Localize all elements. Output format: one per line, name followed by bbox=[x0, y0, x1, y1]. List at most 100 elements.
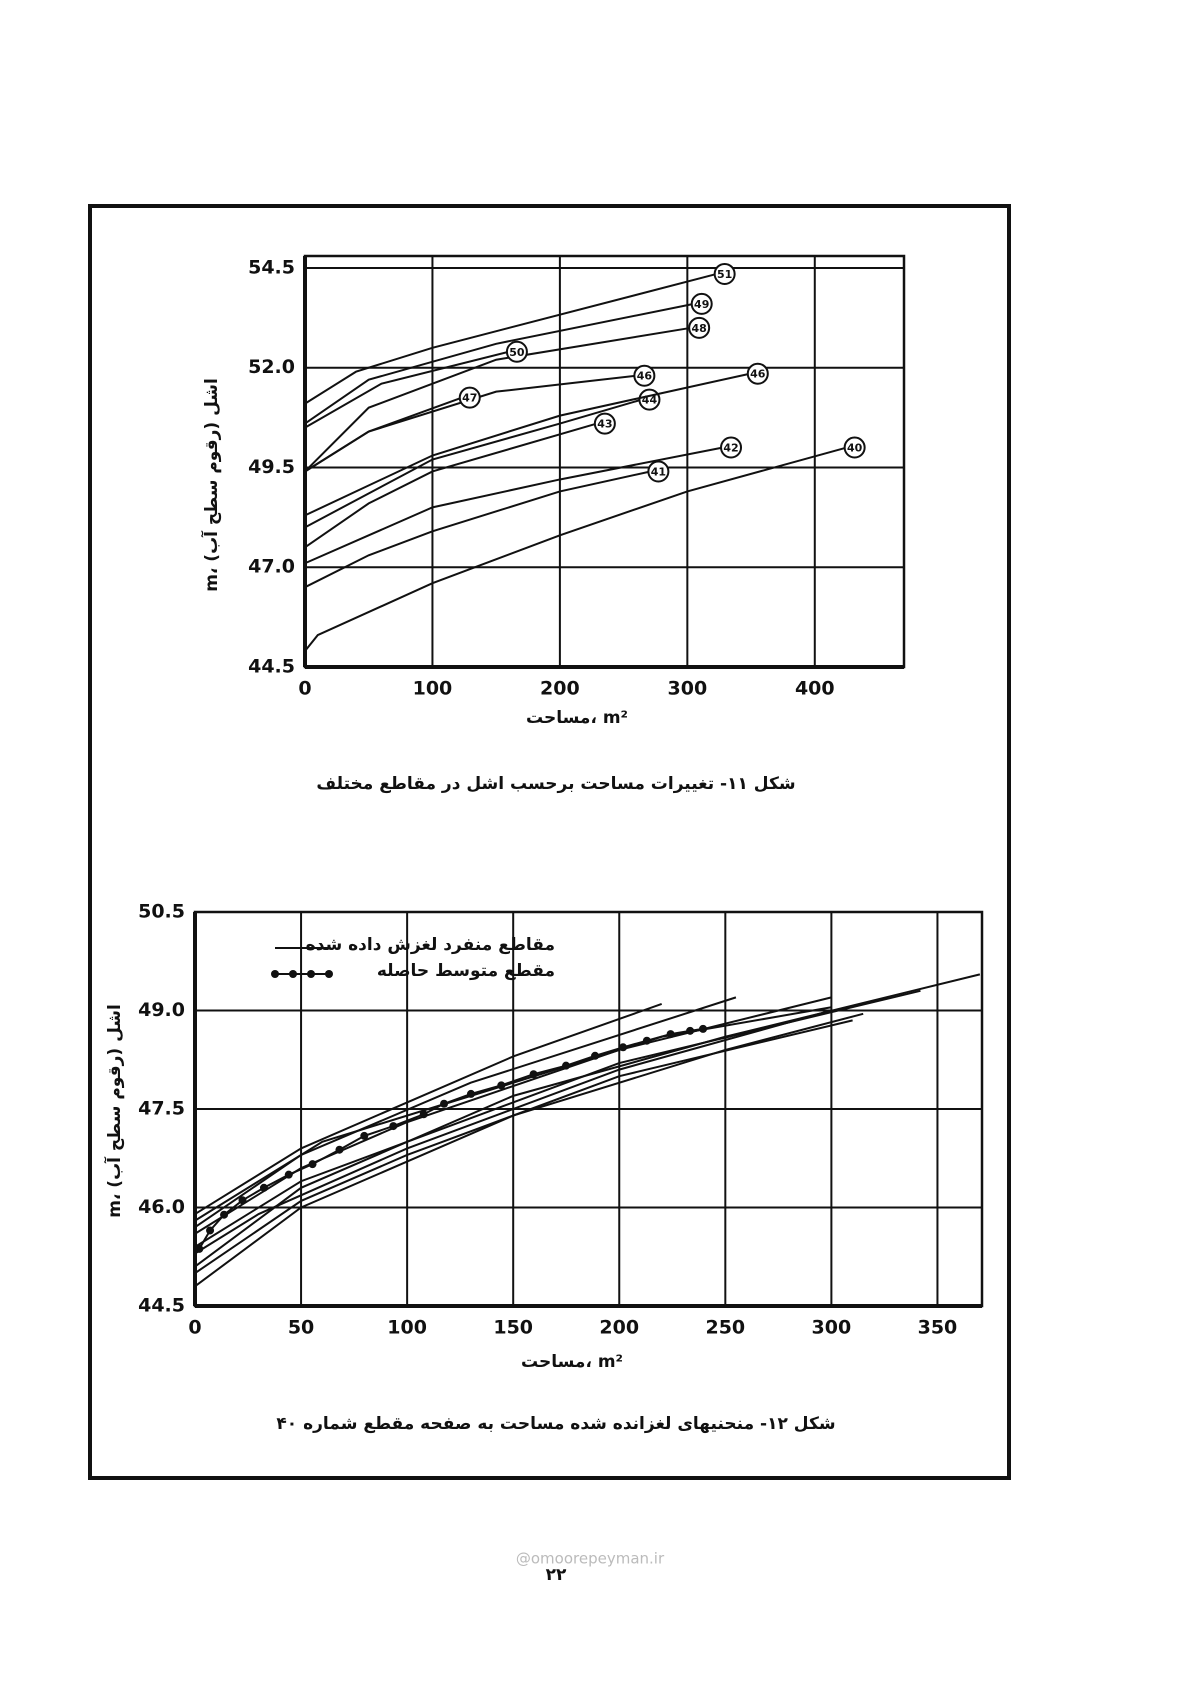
line-label-circle bbox=[633, 364, 656, 387]
data-point bbox=[360, 1131, 369, 1140]
line-label-circle bbox=[647, 460, 670, 483]
x-tick-label: 300 bbox=[668, 678, 708, 700]
data-point bbox=[206, 1226, 215, 1235]
data-point bbox=[466, 1089, 475, 1098]
chart-title: شکل ۱۲- منحنیهای لغزانده شده مساحت به صف… bbox=[276, 1414, 835, 1434]
chart-title: شکل ۱۱- تغییرات مساحت برحسب اشل در مقاطع… bbox=[316, 774, 795, 794]
data-line bbox=[194, 1002, 663, 1215]
y-tick-label: 50.5 bbox=[138, 901, 185, 923]
legend-label: مقطع متوسط حاصله bbox=[377, 961, 555, 981]
x-tick-label: 250 bbox=[705, 1317, 745, 1339]
data-line bbox=[304, 396, 463, 473]
data-line bbox=[304, 398, 642, 529]
data-line bbox=[304, 446, 724, 565]
x-tick-label: 100 bbox=[387, 1317, 427, 1339]
page-number: ۲۲ bbox=[546, 1565, 567, 1585]
line-label: 46 bbox=[637, 370, 653, 383]
legend-marker bbox=[289, 970, 297, 978]
data-point bbox=[440, 1099, 449, 1108]
y-tick-label: 49.0 bbox=[138, 999, 185, 1021]
data-line bbox=[194, 1012, 864, 1288]
x-tick-label: 200 bbox=[540, 678, 580, 700]
y-tick-label: 46.0 bbox=[138, 1196, 185, 1218]
data-point bbox=[419, 1110, 428, 1119]
data-line bbox=[304, 422, 598, 549]
x-tick-label: 0 bbox=[298, 678, 311, 700]
data-point bbox=[497, 1081, 506, 1090]
data-line bbox=[304, 350, 510, 429]
y-tick-label: 47.0 bbox=[248, 556, 295, 578]
y-axis-label: m، اشل (رقوم سطح آب) bbox=[103, 1004, 125, 1218]
data-line bbox=[198, 1027, 704, 1250]
x-tick-label: 0 bbox=[188, 1317, 201, 1339]
data-line bbox=[194, 996, 737, 1229]
page-frame bbox=[88, 204, 1011, 1480]
data-point bbox=[529, 1070, 538, 1079]
data-point bbox=[699, 1024, 708, 1033]
data-line bbox=[194, 1009, 832, 1255]
line-label-circle bbox=[505, 340, 528, 363]
legend-marker bbox=[325, 970, 333, 978]
x-tick-label: 100 bbox=[413, 678, 453, 700]
y-tick-label: 44.5 bbox=[248, 656, 295, 678]
data-line bbox=[304, 302, 694, 425]
x-axis-label: مساحت، m² bbox=[526, 708, 628, 728]
data-point bbox=[562, 1061, 571, 1070]
line-label-circle bbox=[843, 436, 866, 459]
x-tick-label: 50 bbox=[288, 1317, 314, 1339]
x-tick-label: 400 bbox=[795, 678, 835, 700]
data-point bbox=[389, 1122, 398, 1131]
line-label-circle bbox=[746, 362, 769, 385]
y-axis-label: m، اشل (رقوم سطح آب) bbox=[200, 378, 222, 592]
watermark: @omoorepeyman.ir bbox=[516, 1550, 665, 1568]
line-label-circle bbox=[458, 386, 481, 409]
line-label-circle bbox=[720, 436, 743, 459]
data-line bbox=[304, 272, 717, 405]
data-point bbox=[220, 1210, 229, 1219]
x-tick-label: 150 bbox=[493, 1317, 533, 1339]
line-label: 41 bbox=[651, 465, 666, 478]
data-point bbox=[195, 1244, 204, 1253]
line-label-circle bbox=[593, 412, 616, 435]
line-label: 46 bbox=[750, 368, 766, 381]
data-point bbox=[238, 1196, 247, 1205]
line-label: 43 bbox=[597, 418, 612, 431]
legend-marker bbox=[307, 970, 315, 978]
x-tick-label: 200 bbox=[599, 1317, 639, 1339]
data-line bbox=[304, 372, 751, 517]
line-label: 42 bbox=[723, 442, 738, 455]
data-point bbox=[591, 1051, 600, 1060]
x-axis-label: مساحت، m² bbox=[521, 1352, 623, 1372]
data-line bbox=[304, 446, 847, 652]
data-point bbox=[642, 1036, 651, 1045]
line-label-circle bbox=[688, 316, 711, 339]
data-line bbox=[194, 1019, 853, 1274]
legend-label: مقاطع منفرد لغزش داده شده bbox=[306, 935, 555, 955]
y-tick-label: 52.0 bbox=[248, 356, 295, 378]
x-tick-label: 300 bbox=[812, 1317, 852, 1339]
data-point bbox=[686, 1026, 695, 1035]
line-label-circle bbox=[713, 262, 736, 285]
line-label: 47 bbox=[462, 392, 477, 405]
line-label-circle bbox=[690, 292, 713, 315]
data-point bbox=[259, 1183, 268, 1192]
data-point bbox=[335, 1145, 344, 1154]
legend-marker bbox=[271, 970, 279, 978]
y-tick-label: 47.5 bbox=[138, 1098, 185, 1120]
x-tick-label: 350 bbox=[918, 1317, 958, 1339]
line-label: 51 bbox=[717, 268, 732, 281]
y-tick-label: 44.5 bbox=[138, 1295, 185, 1317]
line-label: 48 bbox=[692, 322, 707, 335]
data-point bbox=[666, 1030, 675, 1039]
line-label: 49 bbox=[694, 298, 709, 311]
line-label: 40 bbox=[847, 442, 863, 455]
data-point bbox=[284, 1170, 293, 1179]
data-line bbox=[194, 973, 981, 1268]
data-line bbox=[304, 326, 692, 473]
line-label: 50 bbox=[509, 346, 525, 359]
data-point bbox=[308, 1160, 317, 1169]
y-tick-label: 54.5 bbox=[248, 256, 295, 278]
data-point bbox=[619, 1043, 628, 1052]
